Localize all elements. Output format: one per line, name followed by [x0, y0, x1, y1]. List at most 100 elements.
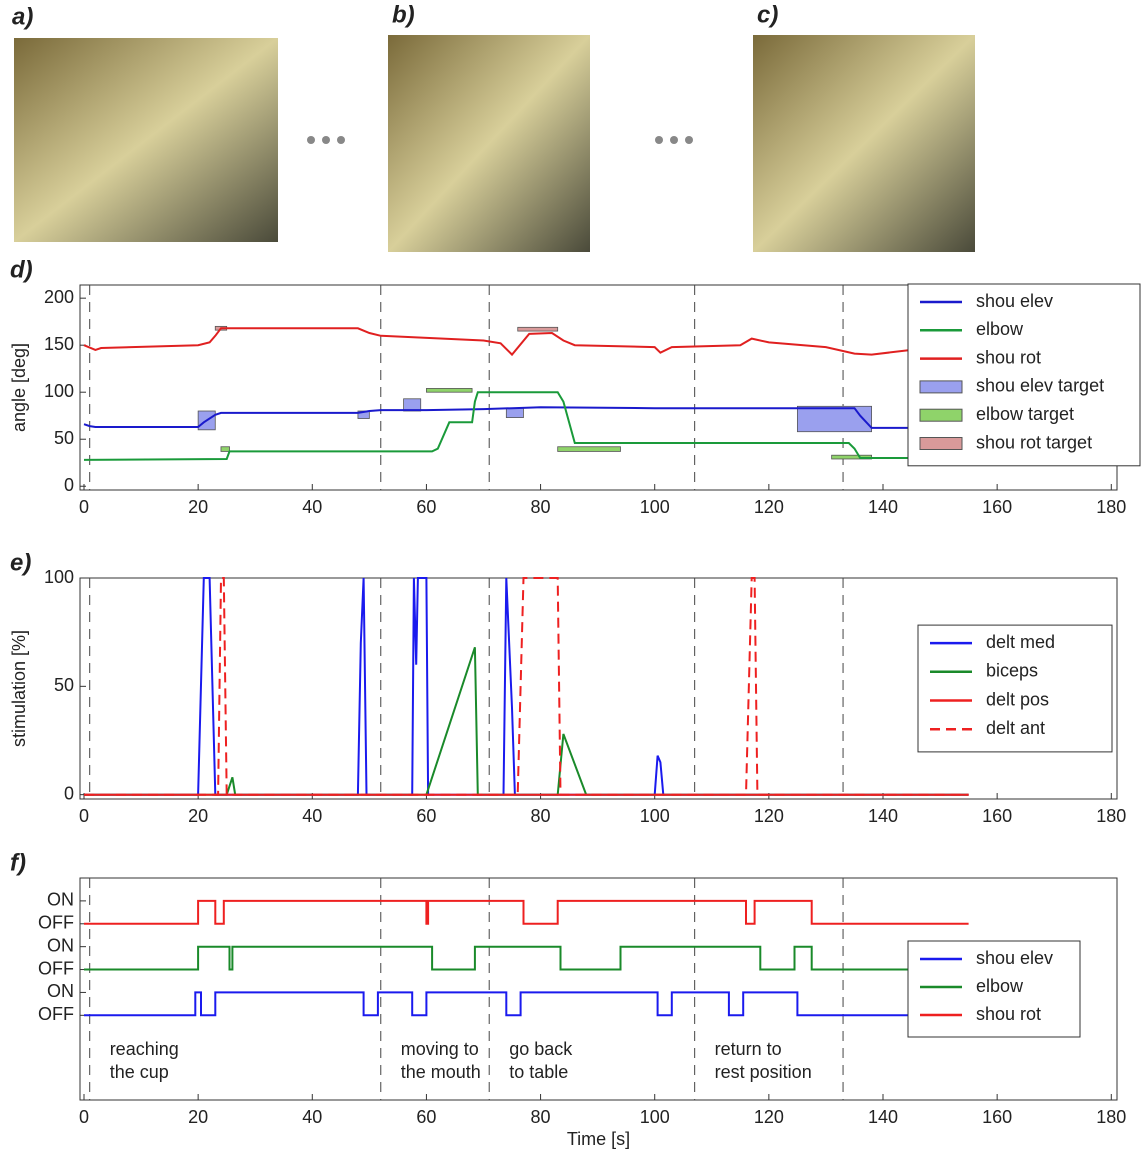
x-tick-label: 60	[416, 806, 436, 826]
plot-frame	[79, 877, 1118, 1101]
series-line	[84, 945, 969, 971]
x-tick-label: 100	[640, 1107, 670, 1127]
y-tick-label: 100	[44, 381, 74, 401]
x-tick-label: 100	[640, 497, 670, 517]
series-line	[83, 327, 912, 357]
legend-box	[917, 624, 1113, 753]
legend-label: shou elev	[976, 948, 1053, 968]
legend-box	[907, 283, 1141, 467]
legend: shou elev elbow shou rot shou elev target el…	[907, 283, 1141, 467]
target-box	[426, 388, 473, 393]
x-tick-label: 100	[640, 806, 670, 826]
x-tick-label: 80	[531, 1107, 551, 1127]
x-tick-label: 0	[79, 497, 89, 517]
series-line	[84, 991, 969, 1017]
legend-box	[907, 940, 1081, 1038]
y-tick-label: 50	[54, 428, 74, 448]
ellipsis	[307, 136, 693, 144]
annotation: go back	[509, 1039, 573, 1059]
target-box	[557, 446, 621, 452]
legend-label: shou rot	[976, 1004, 1041, 1024]
x-tick-label: 80	[531, 497, 551, 517]
x-tick-label: 80	[531, 806, 551, 826]
legend-label: shou rot target	[976, 432, 1092, 452]
annotation: reaching	[110, 1039, 179, 1059]
legend-label: elbow target	[976, 404, 1074, 424]
y-axis-label: angle [deg]	[9, 343, 29, 432]
legend: delt med biceps delt pos delt ant	[917, 624, 1113, 753]
photo-label: c)	[757, 1, 778, 28]
photo-label: a)	[12, 3, 33, 30]
y-tick-label: OFF	[38, 913, 74, 933]
y-tick-label: OFF	[38, 958, 74, 978]
y-axis-label: stimulation [%]	[9, 630, 29, 747]
x-tick-label: 180	[1096, 806, 1126, 826]
x-tick-label: 180	[1096, 497, 1126, 517]
series-line	[83, 406, 969, 429]
x-tick-label: 20	[188, 806, 208, 826]
legend-label: biceps	[986, 661, 1038, 681]
panel-label: f)	[10, 849, 26, 876]
x-tick-label: 40	[302, 806, 322, 826]
plot-frame	[79, 577, 1118, 800]
panel-label: e)	[10, 549, 31, 576]
target-box	[220, 446, 230, 452]
legend-label: delt pos	[986, 689, 1049, 709]
legend-label: delt ant	[986, 718, 1045, 738]
series-line	[84, 646, 969, 796]
x-tick-label: 0	[79, 1107, 89, 1127]
legend-label: shou rot	[976, 347, 1041, 367]
x-tick-label: 140	[868, 497, 898, 517]
x-tick-label: 160	[982, 497, 1012, 517]
x-tick-label: 60	[416, 497, 436, 517]
target-box	[505, 407, 524, 418]
x-tick-label: 120	[754, 497, 784, 517]
legend-label: shou elev	[976, 291, 1053, 311]
panel-label: d)	[10, 256, 33, 283]
x-tick-label: 140	[868, 1107, 898, 1127]
y-tick-label: 150	[44, 334, 74, 354]
photo-label: b)	[392, 1, 415, 28]
y-tick-label: ON	[47, 890, 74, 910]
annotation: return to	[715, 1039, 782, 1059]
photo	[14, 38, 278, 242]
y-tick-label: ON	[47, 935, 74, 955]
x-tick-label: 40	[302, 1107, 322, 1127]
legend-label: delt med	[986, 632, 1055, 652]
y-tick-label: 200	[44, 287, 74, 307]
y-tick-label: 0	[64, 783, 74, 803]
y-tick-label: ON	[47, 981, 74, 1001]
x-tick-label: 160	[982, 1107, 1012, 1127]
legend-swatch	[919, 408, 963, 422]
annotation: the cup	[110, 1062, 169, 1082]
x-tick-label: 120	[754, 1107, 784, 1127]
annotation: rest position	[715, 1062, 812, 1082]
x-tick-label: 40	[302, 497, 322, 517]
x-axis-label: Time [s]	[567, 1129, 630, 1149]
target-box	[796, 405, 872, 433]
legend-label: elbow	[976, 976, 1024, 996]
x-tick-label: 160	[982, 806, 1012, 826]
legend-label: elbow	[976, 319, 1024, 339]
y-tick-label: 0	[64, 475, 74, 495]
annotation: the mouth	[401, 1062, 481, 1082]
x-tick-label: 60	[416, 1107, 436, 1127]
series-line	[84, 577, 969, 796]
annotation: moving to	[401, 1039, 479, 1059]
legend-swatch	[919, 437, 963, 450]
annotation: to table	[509, 1062, 568, 1082]
legend-label: shou elev target	[976, 376, 1104, 396]
series-line	[83, 391, 969, 461]
y-tick-label: 50	[54, 675, 74, 695]
photo	[388, 35, 590, 252]
y-tick-label: OFF	[38, 1004, 74, 1024]
target-box	[517, 326, 559, 332]
x-tick-label: 180	[1096, 1107, 1126, 1127]
series-line	[84, 577, 969, 796]
y-tick-label: 100	[44, 567, 74, 587]
legend-swatch	[919, 380, 963, 394]
series-line	[84, 899, 969, 925]
x-tick-label: 120	[754, 806, 784, 826]
